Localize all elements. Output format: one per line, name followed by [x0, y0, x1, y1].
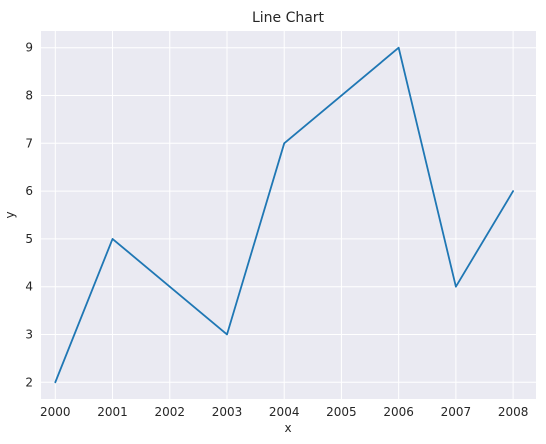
y-tick-labels: 2 3 4 5 6 7 8 9	[25, 41, 33, 390]
y-tick-label: 9	[25, 41, 33, 55]
x-tick-label: 2002	[154, 405, 185, 419]
y-tick-label: 7	[25, 136, 33, 150]
x-tick-label: 2008	[498, 405, 529, 419]
y-axis-label: y	[3, 211, 17, 218]
y-tick-label: 3	[25, 327, 33, 341]
x-tick-label: 2000	[40, 405, 71, 419]
x-tick-label: 2006	[383, 405, 414, 419]
y-tick-label: 5	[25, 232, 33, 246]
y-tick-label: 6	[25, 184, 33, 198]
y-tick-label: 8	[25, 89, 33, 103]
x-tick-label: 2005	[326, 405, 357, 419]
series-group	[54, 46, 515, 384]
x-tick-labels: 2000 2001 2002 2003 2004 2005 2006 2007 2008	[40, 405, 528, 419]
chart-title: Line Chart	[252, 10, 325, 26]
plot-area	[41, 31, 536, 399]
x-tick-label: 2007	[441, 405, 472, 419]
y-tick-label: 2	[25, 375, 33, 389]
x-tick-label: 2004	[269, 405, 300, 419]
x-tick-label: 2003	[212, 405, 243, 419]
grid	[41, 31, 536, 399]
y-tick-label: 4	[25, 280, 33, 294]
x-tick-label: 2001	[97, 405, 128, 419]
x-axis-label: x	[284, 421, 291, 435]
